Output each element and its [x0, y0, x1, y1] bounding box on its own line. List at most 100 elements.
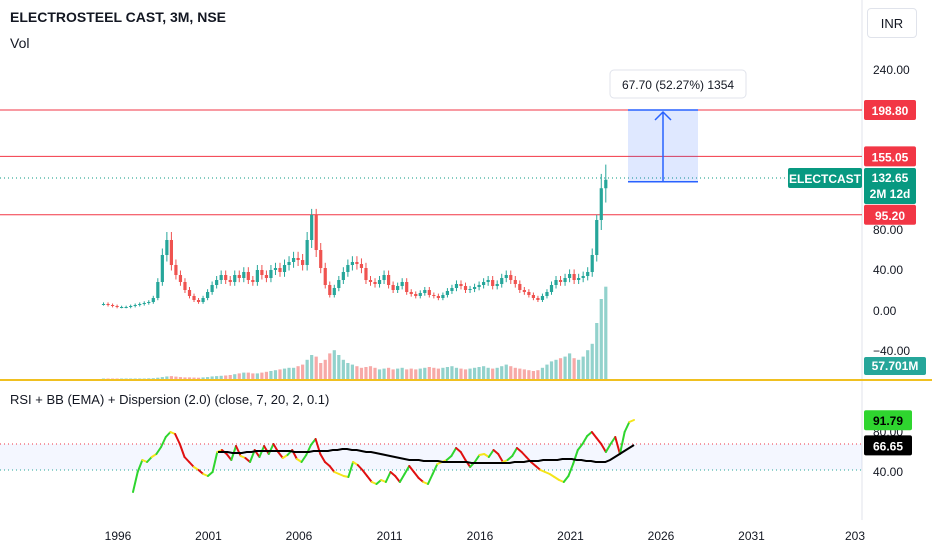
- candle-body: [495, 284, 499, 286]
- candle-body: [377, 280, 382, 284]
- level-price-box: [864, 100, 916, 120]
- measure-tool[interactable]: 67.70 (52.27%) 1354: [609, 69, 747, 183]
- volume-bar: [269, 371, 273, 379]
- candle-body: [563, 278, 567, 282]
- indicator-value-box: [864, 435, 912, 456]
- rsi-segment: [178, 443, 186, 458]
- candle-body: [454, 284, 459, 288]
- price-axis-labels: 198.80 155.05 95.20 ELECTCAST 132.65 2M 12d 57…: [788, 100, 926, 456]
- candle-body: [577, 278, 581, 280]
- candle-body: [106, 304, 110, 305]
- candle-body: [486, 280, 490, 282]
- candle-body: [445, 291, 450, 295]
- rsi-segment: [529, 461, 537, 467]
- candles: [101, 164, 608, 309]
- candle-body: [273, 268, 278, 270]
- candle-body: [468, 289, 472, 290]
- volume-bar: [436, 368, 440, 379]
- candle-body: [418, 293, 422, 296]
- volume-value-box: [864, 357, 926, 375]
- candle-body: [233, 275, 237, 282]
- candle-body: [409, 292, 413, 294]
- volume-bar: [310, 355, 314, 379]
- horizontal-levels[interactable]: [0, 109, 862, 216]
- volume-bar: [472, 367, 477, 379]
- rsi-segment: [628, 419, 635, 423]
- volume-bar: [386, 367, 391, 379]
- candle-body: [509, 275, 513, 280]
- candle-body: [459, 284, 463, 286]
- volume-bar: [445, 367, 450, 379]
- symbol-title[interactable]: ELECTROSTEEL CAST, 3M, NSE: [10, 9, 226, 25]
- candle-body: [251, 280, 255, 282]
- candle-body: [147, 302, 151, 303]
- rsi-segment: [567, 463, 575, 477]
- volume-bar: [215, 376, 219, 379]
- time-axis[interactable]: 1996 2001 2006 2011 2016 2021 2026 2031 203: [105, 529, 866, 543]
- volume-bar: [296, 366, 300, 379]
- volume-legend[interactable]: Vol: [10, 35, 30, 51]
- candle-body: [210, 285, 214, 292]
- candle-body: [531, 295, 535, 298]
- candle-body: [450, 288, 454, 291]
- measure-info-label: 67.70 (52.27%) 1354: [622, 78, 734, 92]
- candle-body: [386, 275, 391, 285]
- time-tick-label: 2026: [648, 529, 675, 543]
- candle-body: [287, 262, 291, 265]
- rsi-segment: [356, 464, 364, 471]
- candle-body: [215, 280, 219, 285]
- volume-bar: [305, 359, 309, 379]
- time-tick-label: 203: [845, 529, 865, 543]
- candle-body: [328, 285, 332, 295]
- candle-body: [124, 307, 128, 308]
- rsi-segment: [595, 437, 603, 445]
- candle-body: [156, 282, 160, 298]
- rsi-segment: [183, 456, 191, 463]
- volume-bar: [178, 377, 183, 379]
- rsi-segment: [160, 436, 167, 448]
- volume-bar: [160, 377, 164, 379]
- indicator-pane: [0, 419, 862, 493]
- candle-body: [382, 275, 386, 280]
- volume-bar: [355, 366, 359, 379]
- rsi-segment: [534, 465, 542, 471]
- candle-body: [337, 280, 341, 288]
- time-tick-label: 2001: [195, 529, 222, 543]
- rsi-segment: [623, 421, 631, 433]
- candle-body: [341, 272, 345, 280]
- volume-bar: [169, 376, 173, 379]
- price-tick-label: 80.00: [873, 223, 903, 237]
- volume-bar: [196, 377, 201, 379]
- volume-bar: [323, 359, 327, 379]
- volume-bar: [278, 369, 282, 379]
- candle-body: [414, 294, 418, 296]
- volume-bar: [432, 367, 436, 379]
- candle-body: [504, 275, 508, 278]
- candle-body: [558, 280, 563, 282]
- rsi-segment: [473, 454, 481, 463]
- volume-bar: [540, 367, 545, 379]
- rsi-segment: [412, 471, 420, 479]
- volume-bar: [359, 367, 364, 379]
- rsi-segment: [604, 443, 612, 453]
- currency-button[interactable]: INR: [867, 8, 917, 38]
- candle-body: [436, 296, 440, 298]
- candle-body: [305, 240, 309, 265]
- rsi-segment: [586, 431, 593, 437]
- volume-bar: [246, 372, 250, 379]
- volume-bar: [341, 359, 345, 379]
- rsi-segment: [450, 447, 458, 457]
- candle-body: [228, 280, 232, 282]
- volume-bar: [418, 368, 422, 379]
- rsi-segment: [361, 469, 369, 477]
- candle-body: [138, 304, 142, 305]
- candle-body: [491, 280, 495, 286]
- candle-body: [165, 240, 169, 255]
- candle-body: [423, 290, 427, 293]
- indicator-legend[interactable]: RSI + BB (EMA) + Dispersion (2.0) (close…: [10, 392, 330, 407]
- volume-bar: [563, 356, 567, 379]
- volume-bar: [319, 363, 323, 379]
- rsi-segment: [384, 471, 392, 483]
- candle-body: [282, 265, 287, 272]
